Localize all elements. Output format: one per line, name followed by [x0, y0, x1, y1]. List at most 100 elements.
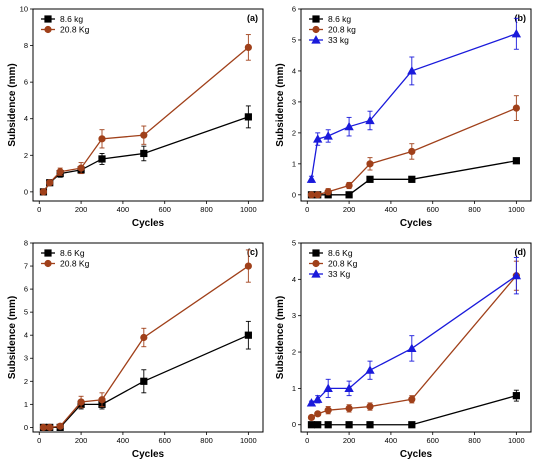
x-tick-label: 600 [426, 205, 439, 214]
x-tick-label: 0 [305, 205, 309, 214]
y-axis-label: Subsidence (mm) [275, 296, 286, 379]
data-point [323, 131, 333, 140]
x-tick-label: 400 [385, 205, 398, 214]
y-tick-label: 2 [292, 348, 296, 357]
data-point [512, 104, 520, 112]
data-point [140, 149, 148, 158]
data-point [408, 175, 416, 183]
panel-label: (c) [247, 247, 258, 257]
legend-swatch-marker [44, 25, 52, 34]
data-point [39, 188, 48, 196]
x-tick-label: 200 [343, 436, 356, 445]
panel-3: 0 200 400 600 800 1000 0 1 2 3 4 5 Cycles Subsidence … [275, 239, 532, 460]
y-tick-label: 3 [292, 311, 296, 320]
data-point [46, 423, 54, 431]
data-point [408, 147, 416, 156]
series-line [42, 46, 249, 193]
legend-label: 8.6 Kg [60, 248, 85, 258]
data-point [306, 174, 317, 183]
data-point [98, 155, 106, 163]
legend-label: 8.6 kg [60, 14, 83, 24]
y-tick-label: 0 [24, 423, 28, 432]
x-tick-label: 600 [158, 436, 171, 445]
data-point [512, 157, 520, 165]
data-point [314, 191, 322, 199]
legend-swatch-marker [312, 249, 320, 257]
y-tick-label: 0 [292, 420, 296, 429]
panel-2: 0 200 400 600 800 1000 0 1 2 3 4 5 6 7 8 Cycles Subsiden… [7, 239, 264, 460]
y-tick-label: 7 [24, 262, 28, 271]
legend-label: 8.6 kg [328, 14, 351, 24]
x-tick-label: 800 [468, 205, 481, 214]
data-point [77, 398, 85, 406]
data-point [314, 421, 322, 429]
legend-label: 20.8 kg [328, 25, 356, 35]
series-2 [306, 257, 522, 407]
x-tick-label: 400 [117, 436, 130, 445]
data-point [324, 421, 332, 429]
legend-label: 33 kg [328, 35, 349, 45]
x-tick-label: 0 [305, 436, 309, 445]
panel-1: 0 200 400 600 800 1000 0 1 2 3 4 5 6 Cycles Subsidence… [275, 5, 532, 229]
data-point [56, 422, 64, 430]
series-0 [307, 389, 520, 429]
y-tick-label: 0 [292, 190, 296, 199]
series-0 [39, 105, 252, 196]
y-tick-label: 5 [292, 35, 296, 44]
data-point [365, 115, 375, 125]
y-tick-label: 4 [292, 275, 296, 284]
y-tick-label: 8 [24, 41, 28, 50]
plot-frame [300, 242, 532, 433]
y-tick-label: 2 [24, 151, 28, 160]
y-tick-label: 5 [292, 239, 296, 248]
data-point [313, 134, 323, 143]
x-tick-label: 800 [468, 436, 481, 445]
x-tick-label: 1000 [240, 436, 257, 445]
series-line [311, 275, 517, 404]
data-point [323, 383, 333, 392]
y-tick-label: 4 [24, 331, 28, 340]
y-axis-label: Subsidence (mm) [7, 63, 18, 146]
x-tick-label: 1000 [508, 436, 525, 445]
x-tick-label: 200 [75, 205, 88, 214]
x-tick-label: 600 [426, 436, 439, 445]
y-tick-label: 0 [24, 187, 28, 196]
data-point [307, 413, 316, 422]
data-point [98, 135, 106, 143]
x-axis-label: Cycles [132, 449, 165, 460]
x-tick-label: 200 [343, 205, 356, 214]
data-point [324, 406, 332, 414]
series-2 [306, 17, 522, 183]
data-point [307, 421, 316, 429]
y-tick-label: 3 [24, 354, 28, 363]
panel-label: (a) [247, 13, 258, 23]
data-point [244, 43, 252, 52]
y-axis-label: Subsidence (mm) [275, 63, 286, 146]
data-point [313, 394, 323, 403]
legend-swatch-marker [311, 269, 321, 278]
x-tick-label: 0 [37, 205, 41, 214]
legend-swatch-marker [44, 15, 52, 23]
legend-label: 20.8 Kg [328, 259, 358, 269]
y-tick-label: 6 [24, 78, 28, 87]
y-tick-label: 8 [24, 239, 28, 248]
data-point [345, 404, 353, 412]
x-axis-label: Cycles [400, 449, 433, 460]
data-point [512, 392, 520, 400]
data-point [307, 191, 316, 199]
y-tick-label: 2 [24, 377, 28, 386]
data-point [511, 270, 522, 280]
series-1 [307, 260, 520, 422]
legend-label: 33 Kg [328, 269, 350, 279]
data-point [366, 160, 374, 168]
x-tick-label: 800 [200, 205, 213, 214]
data-point [140, 377, 148, 385]
legend-label: 20.8 Kg [60, 259, 90, 269]
legend-swatch-marker [312, 259, 320, 268]
data-point [140, 333, 148, 342]
series-0 [307, 157, 520, 199]
